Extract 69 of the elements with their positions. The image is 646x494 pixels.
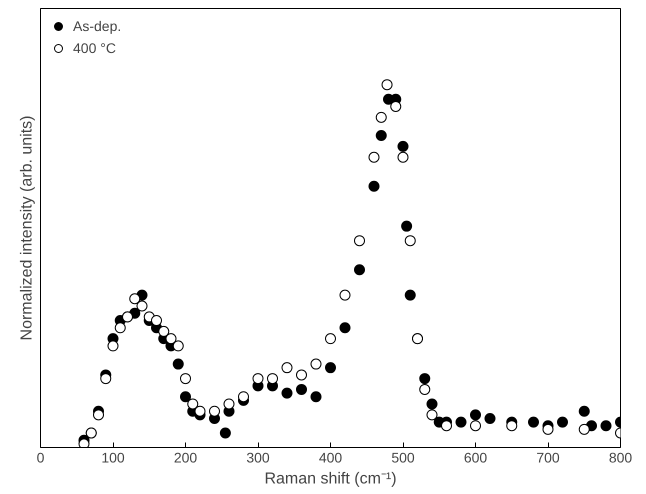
point [419, 384, 430, 395]
x-tick-label: 800 [608, 450, 632, 466]
point [354, 235, 365, 246]
y-axis-title: Normalized intensity (arb. units) [18, 116, 36, 340]
point [542, 424, 554, 435]
point [166, 333, 176, 344]
point [419, 373, 430, 384]
point [340, 290, 350, 301]
point [194, 406, 206, 417]
point [224, 398, 234, 410]
x-tick-label: 0 [36, 450, 45, 466]
point [528, 416, 539, 428]
point [382, 79, 393, 90]
point [100, 373, 112, 384]
point [187, 398, 198, 410]
point [506, 420, 518, 432]
point [340, 322, 350, 334]
point [390, 100, 402, 112]
point [220, 427, 231, 438]
point [557, 416, 568, 428]
point [398, 140, 408, 152]
point [325, 362, 336, 374]
point [172, 358, 184, 370]
point [600, 420, 612, 432]
point [426, 398, 438, 410]
point [368, 152, 380, 163]
point [180, 373, 191, 384]
point [376, 130, 387, 141]
legend-label: 400 °C [73, 40, 116, 56]
point [238, 391, 249, 402]
x-tick-label: 700 [536, 450, 560, 466]
point [404, 290, 416, 301]
x-tick-label: 400 [318, 450, 342, 466]
point [78, 438, 90, 448]
point [172, 340, 184, 352]
point [296, 369, 307, 380]
point [114, 322, 126, 334]
point [398, 152, 408, 163]
point [93, 409, 104, 420]
point [151, 315, 162, 326]
point [456, 416, 466, 428]
point [578, 406, 590, 417]
x-tick-label: 200 [174, 450, 198, 466]
point [401, 220, 412, 232]
point [252, 373, 264, 384]
point [441, 420, 452, 432]
point [404, 235, 416, 246]
x-axis-title: Raman shift (cm⁻¹) [264, 470, 397, 488]
x-tick-label: 600 [464, 450, 488, 466]
point [282, 362, 292, 374]
x-tick-label: 500 [391, 450, 415, 466]
point [354, 264, 365, 276]
point [267, 373, 278, 384]
point [376, 112, 387, 123]
point [282, 388, 292, 399]
point [296, 384, 307, 395]
point [209, 406, 220, 417]
x-tick-label: 300 [246, 450, 270, 466]
point [310, 358, 322, 370]
point [158, 326, 170, 337]
x-tick-label: 100 [101, 450, 125, 466]
point [368, 180, 380, 192]
point [108, 340, 118, 352]
point [484, 412, 496, 424]
point [310, 391, 322, 402]
point [470, 409, 481, 420]
point [470, 420, 481, 432]
point [180, 391, 191, 402]
legend-label: As-dep. [73, 18, 122, 34]
